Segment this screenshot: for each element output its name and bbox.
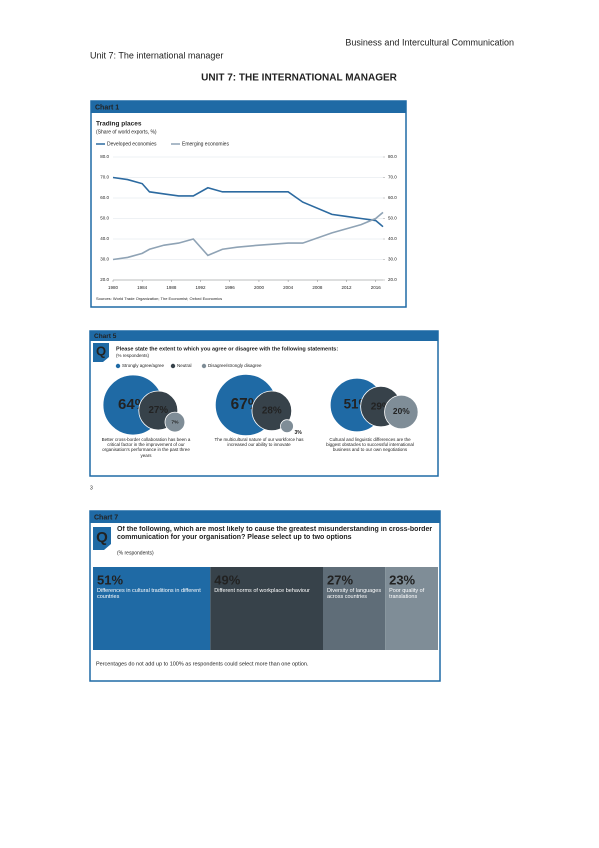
legend-label: Disagree/strongly disagree (208, 363, 262, 368)
y-tick-label: 70.0 (100, 175, 109, 180)
unit-header: Unit 7: The international manager (90, 50, 223, 60)
bubble-caption-box: The multicultural nature of our workforc… (214, 437, 304, 448)
y-tick-label: 50.0 (100, 216, 109, 221)
x-tick-label: 2000 (254, 285, 265, 290)
chart-subtitle: (% respondents) (116, 353, 150, 358)
chart-label: Chart 1 (95, 104, 119, 111)
page-title: UNIT 7: THE INTERNATIONAL MANAGER (201, 73, 398, 84)
y2-tick-label: 70.0 (388, 175, 397, 180)
bubble-label: 27% (149, 405, 169, 416)
y-tick-label: 30.0 (100, 257, 109, 262)
chart-header (90, 511, 440, 523)
block-label-box: Poor quality of translations (389, 588, 425, 601)
chart-subtitle: (Share of world exports, %) (96, 129, 157, 135)
y2-tick-label: 30.0 (388, 257, 397, 262)
q-icon (93, 343, 109, 362)
bubble (384, 394, 419, 430)
bubble-label: 29% (371, 401, 391, 412)
block-label: Poor quality of translations (389, 588, 425, 601)
block-value: 51% (97, 572, 123, 587)
legend-swatch (115, 363, 121, 369)
bubble-caption: Better cross-border collaboration has be… (101, 437, 191, 458)
q-letter: Q (96, 529, 108, 546)
x-tick-label: 2004 (283, 285, 294, 290)
chart-frame (90, 100, 407, 308)
block-bar (93, 567, 211, 650)
chart-title: Trading places (96, 121, 142, 128)
source-note: Sources: World Trade Organization; The E… (96, 296, 222, 301)
chart-question-box: Of the following, which are most likely … (117, 526, 433, 542)
y-tick-label: 20.0 (100, 277, 109, 282)
x-tick-label: 1988 (166, 285, 177, 290)
legend-label: Emerging economies (182, 141, 229, 147)
chart-header (91, 101, 406, 113)
block-value: 27% (327, 572, 353, 587)
x-tick-label: 2012 (342, 285, 353, 290)
block-label: Different norms of workplace behaviour (214, 588, 310, 594)
bubble (164, 411, 186, 433)
page-number: 3 (90, 485, 93, 491)
bubble-caption-box: Cultural and linguistic differences are … (326, 437, 414, 453)
x-tick-label: 1996 (225, 285, 236, 290)
q-letter: Q (96, 343, 106, 358)
chart-label: Chart 7 (94, 514, 118, 521)
block-bar (210, 567, 323, 650)
bubble (280, 419, 294, 434)
series-line (112, 176, 384, 228)
y-tick-label: 60.0 (100, 195, 109, 200)
x-tick-label: 1992 (196, 285, 207, 290)
y-tick-label: 40.0 (100, 236, 109, 241)
legend-label: Strongly agree/agree (122, 363, 165, 368)
bubble-label: 3% (294, 430, 302, 436)
legend-label: Developed economies (107, 141, 157, 147)
block-label-box: Different norms of workplace behaviour (214, 588, 310, 594)
chart-header (90, 331, 438, 341)
chart-question: Of the following, which are most likely … (117, 526, 433, 542)
block-bar (385, 567, 438, 650)
y-tick-label: 80.0 (100, 154, 109, 159)
block-value: 49% (214, 572, 240, 587)
bubble (251, 390, 293, 432)
series-line (112, 211, 384, 261)
chart-note: Percentages do not add up to 100% as res… (96, 661, 309, 667)
bubble-caption: The multicultural nature of our workforc… (214, 437, 304, 448)
x-tick-label: 2008 (312, 285, 323, 290)
y2-tick-label: 50.0 (388, 216, 397, 221)
y2-tick-label: 20.0 (388, 277, 397, 282)
running-header: Business and Intercultural Communication (345, 37, 514, 47)
block-value: 23% (389, 572, 415, 587)
block-label: Differences in cultural traditions in di… (97, 588, 201, 601)
chart-question: Please state the extent to which you agr… (116, 346, 338, 352)
bubble-label: 28% (262, 405, 282, 416)
bubble-label: 20% (393, 406, 410, 416)
block-label-box: Differences in cultural traditions in di… (97, 588, 201, 601)
legend-swatch (201, 363, 207, 369)
y2-tick-label: 60.0 (388, 195, 397, 200)
legend-label: Neutral (177, 363, 192, 368)
y2-tick-label: 80.0 (388, 154, 397, 159)
chart-label: Chart 5 (94, 333, 117, 340)
x-tick-label: 1980 (108, 285, 119, 290)
q-icon (93, 527, 111, 550)
bubble-label: 7% (171, 419, 179, 425)
y2-tick-label: 40.0 (388, 236, 397, 241)
x-tick-label: 2016 (371, 285, 382, 290)
block-label-box: Diversity of languages across countries (327, 588, 382, 601)
chart-subtitle: (% respondents) (117, 550, 154, 556)
block-bar (323, 567, 386, 650)
legend-swatch (170, 363, 176, 369)
block-label: Diversity of languages across countries (327, 588, 382, 601)
bubble-caption-box: Better cross-border collaboration has be… (101, 437, 191, 458)
x-tick-label: 1984 (137, 285, 148, 290)
bubble-caption: Cultural and linguistic differences are … (326, 437, 414, 453)
